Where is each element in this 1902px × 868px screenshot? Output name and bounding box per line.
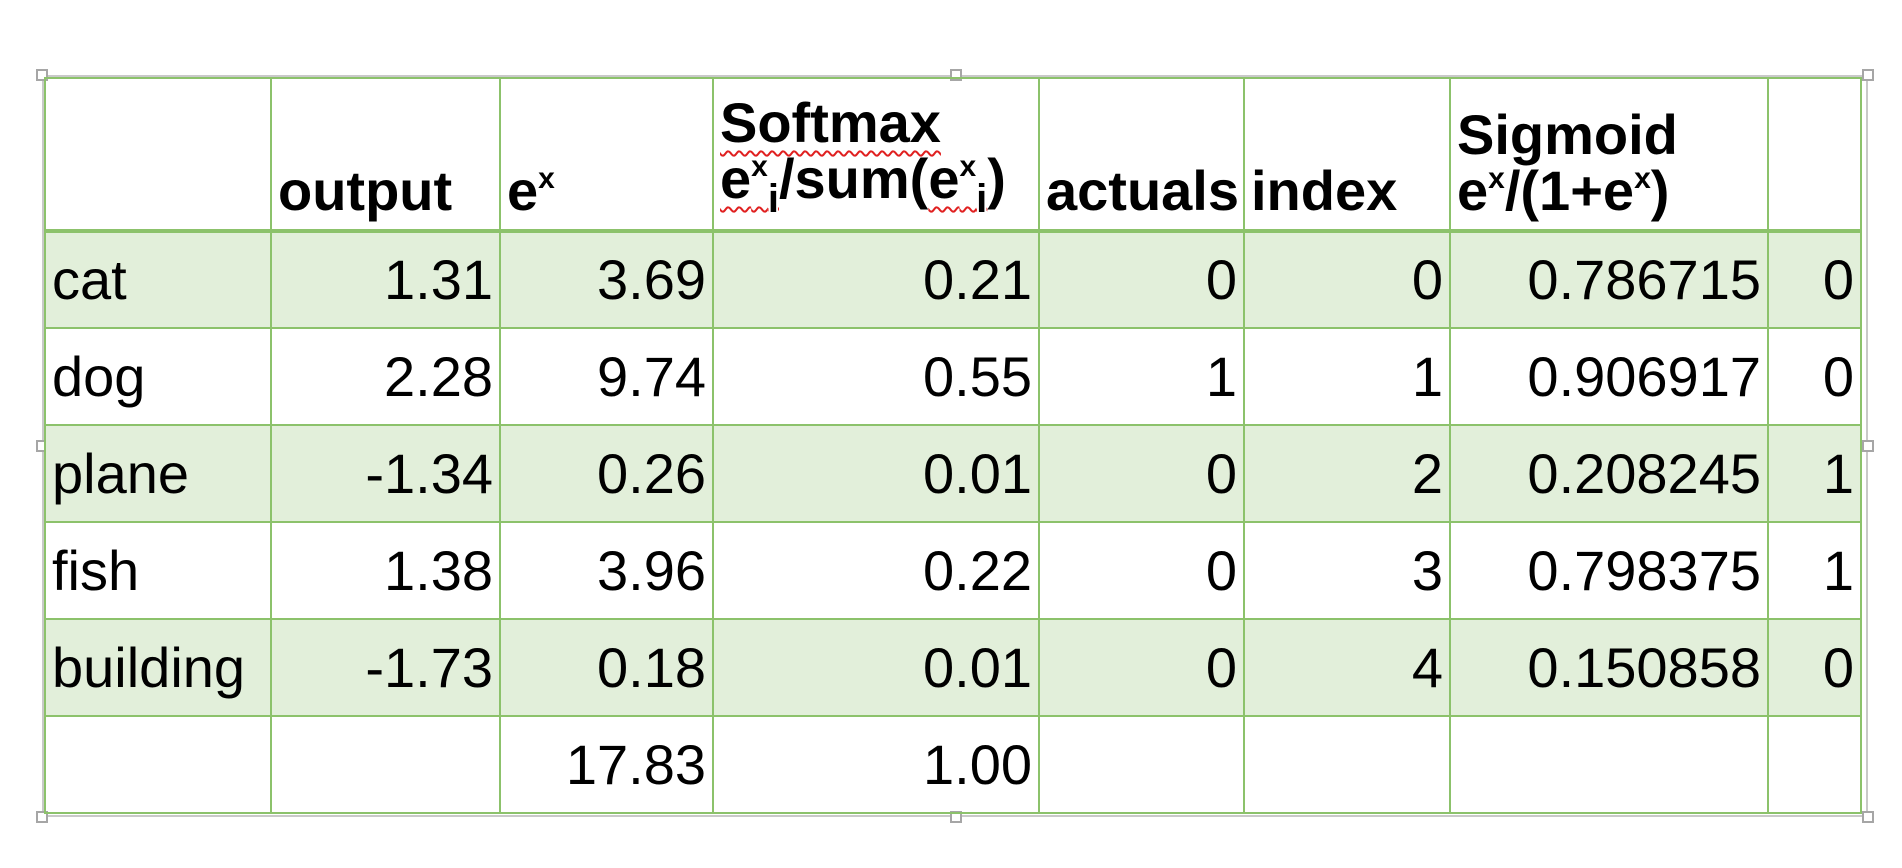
cell-softmax[interactable]: 0.01 — [712, 618, 1040, 717]
cell-sigmoid[interactable]: 0.798375 — [1449, 521, 1769, 620]
header-cell-actuals[interactable]: actuals — [1038, 77, 1245, 233]
sigmoid-formula-x1: x — [1488, 162, 1505, 195]
totals-cell-sigmoid[interactable] — [1449, 715, 1769, 814]
header-sigmoid-formula: ex/(1+ex) — [1457, 163, 1761, 219]
sigmoid-formula-x2: x — [1634, 162, 1651, 195]
header-index: index — [1251, 159, 1398, 222]
header-cell-output[interactable]: output — [270, 77, 501, 233]
table-row: fish 1.38 3.96 0.22 0 3 0.798375 1 — [44, 521, 1862, 620]
table-row: building -1.73 0.18 0.01 0 4 0.150858 0 — [44, 618, 1862, 717]
cell-actuals[interactable]: 1 — [1038, 327, 1245, 426]
sigmoid-formula-mid: /(1+ — [1504, 159, 1603, 222]
totals-cell-index[interactable] — [1243, 715, 1451, 814]
totals-cell-label[interactable] — [44, 715, 272, 814]
cell-extra[interactable]: 0 — [1767, 230, 1862, 329]
softmax-formula-close: ) — [987, 147, 1006, 210]
cell-ex[interactable]: 9.74 — [499, 327, 714, 426]
cell-softmax[interactable]: 0.21 — [712, 230, 1040, 329]
cell-actuals[interactable]: 0 — [1038, 230, 1245, 329]
totals-cell-actuals[interactable] — [1038, 715, 1245, 814]
sigmoid-formula-close: ) — [1650, 159, 1670, 222]
totals-cell-ex[interactable]: 17.83 — [499, 715, 714, 814]
totals-cell-softmax[interactable]: 1.00 — [712, 715, 1040, 814]
cell-label[interactable]: cat — [44, 230, 272, 329]
cell-label[interactable]: dog — [44, 327, 272, 426]
softmax-formula-e2: e — [928, 147, 960, 210]
cell-extra[interactable]: 0 — [1767, 618, 1862, 717]
table-row: plane -1.34 0.26 0.01 0 2 0.208245 1 — [44, 424, 1862, 523]
cell-index[interactable]: 1 — [1243, 327, 1451, 426]
header-sigmoid-title: Sigmoid — [1457, 103, 1678, 166]
cell-softmax[interactable]: 0.01 — [712, 424, 1040, 523]
totals-cell-output[interactable] — [270, 715, 501, 814]
sigmoid-formula-e2: e — [1602, 159, 1635, 222]
resize-handle-bottom-right[interactable] — [1862, 811, 1874, 823]
cell-ex[interactable]: 0.18 — [499, 618, 714, 717]
cell-ex[interactable]: 3.96 — [499, 521, 714, 620]
totals-row: 17.83 1.00 — [44, 715, 1862, 814]
header-ex-superscript: x — [538, 162, 555, 195]
table-row: dog 2.28 9.74 0.55 1 1 0.906917 0 — [44, 327, 1862, 426]
cell-softmax[interactable]: 0.55 — [712, 327, 1040, 426]
totals-cell-extra[interactable] — [1767, 715, 1862, 814]
cell-label[interactable]: building — [44, 618, 272, 717]
header-cell-sigmoid[interactable]: Sigmoid ex/(1+ex) — [1449, 77, 1769, 233]
header-cell-ex[interactable]: ex — [499, 77, 714, 233]
header-actuals: actuals — [1046, 159, 1239, 222]
cell-sigmoid[interactable]: 0.208245 — [1449, 424, 1769, 523]
cell-label[interactable]: fish — [44, 521, 272, 620]
cell-extra[interactable]: 1 — [1767, 424, 1862, 523]
cell-output[interactable]: -1.34 — [270, 424, 501, 523]
softmax-formula-mid: /sum( — [778, 147, 929, 210]
cell-actuals[interactable]: 0 — [1038, 521, 1245, 620]
cell-output[interactable]: 1.38 — [270, 521, 501, 620]
cell-output[interactable]: -1.73 — [270, 618, 501, 717]
cell-softmax[interactable]: 0.22 — [712, 521, 1040, 620]
resize-handle-middle-right[interactable] — [1862, 440, 1874, 452]
header-ex-base: e — [507, 159, 539, 222]
softmax-formula-i1: i — [767, 177, 779, 221]
cell-actuals[interactable]: 0 — [1038, 424, 1245, 523]
header-output: output — [278, 159, 453, 222]
sigmoid-formula-e1: e — [1457, 159, 1489, 222]
cell-index[interactable]: 2 — [1243, 424, 1451, 523]
cell-index[interactable]: 3 — [1243, 521, 1451, 620]
cell-index[interactable]: 4 — [1243, 618, 1451, 717]
cell-label[interactable]: plane — [44, 424, 272, 523]
header-softmax-title: Softmax — [720, 91, 941, 154]
table-row: cat 1.31 3.69 0.21 0 0 0.786715 0 — [44, 230, 1862, 329]
header-cell-index[interactable]: index — [1243, 77, 1451, 233]
header-cell-softmax[interactable]: Softmax exi/sum(exi) — [712, 77, 1040, 233]
cell-sigmoid[interactable]: 0.150858 — [1449, 618, 1769, 717]
header-row: output ex Softmax exi/sum(exi) actuals i… — [44, 77, 1862, 233]
cell-sigmoid[interactable]: 0.786715 — [1449, 230, 1769, 329]
cell-extra[interactable]: 1 — [1767, 521, 1862, 620]
softmax-sigmoid-table: output ex Softmax exi/sum(exi) actuals i… — [44, 77, 1862, 814]
header-softmax-formula: exi/sum(exi) — [720, 150, 1032, 221]
cell-sigmoid[interactable]: 0.906917 — [1449, 327, 1769, 426]
cell-index[interactable]: 0 — [1243, 230, 1451, 329]
header-cell-label[interactable] — [44, 77, 272, 233]
cell-actuals[interactable]: 0 — [1038, 618, 1245, 717]
resize-handle-top-right[interactable] — [1862, 69, 1874, 81]
cell-output[interactable]: 2.28 — [270, 327, 501, 426]
softmax-formula-i2: i — [976, 177, 988, 221]
softmax-formula-x1: x — [751, 150, 768, 183]
cell-output[interactable]: 1.31 — [270, 230, 501, 329]
cell-extra[interactable]: 0 — [1767, 327, 1862, 426]
softmax-formula-e1: e — [720, 147, 752, 210]
header-cell-extra[interactable] — [1767, 77, 1862, 233]
cell-ex[interactable]: 3.69 — [499, 230, 714, 329]
cell-ex[interactable]: 0.26 — [499, 424, 714, 523]
resize-handle-bottom-left[interactable] — [36, 811, 48, 823]
softmax-formula-x2: x — [959, 150, 977, 183]
